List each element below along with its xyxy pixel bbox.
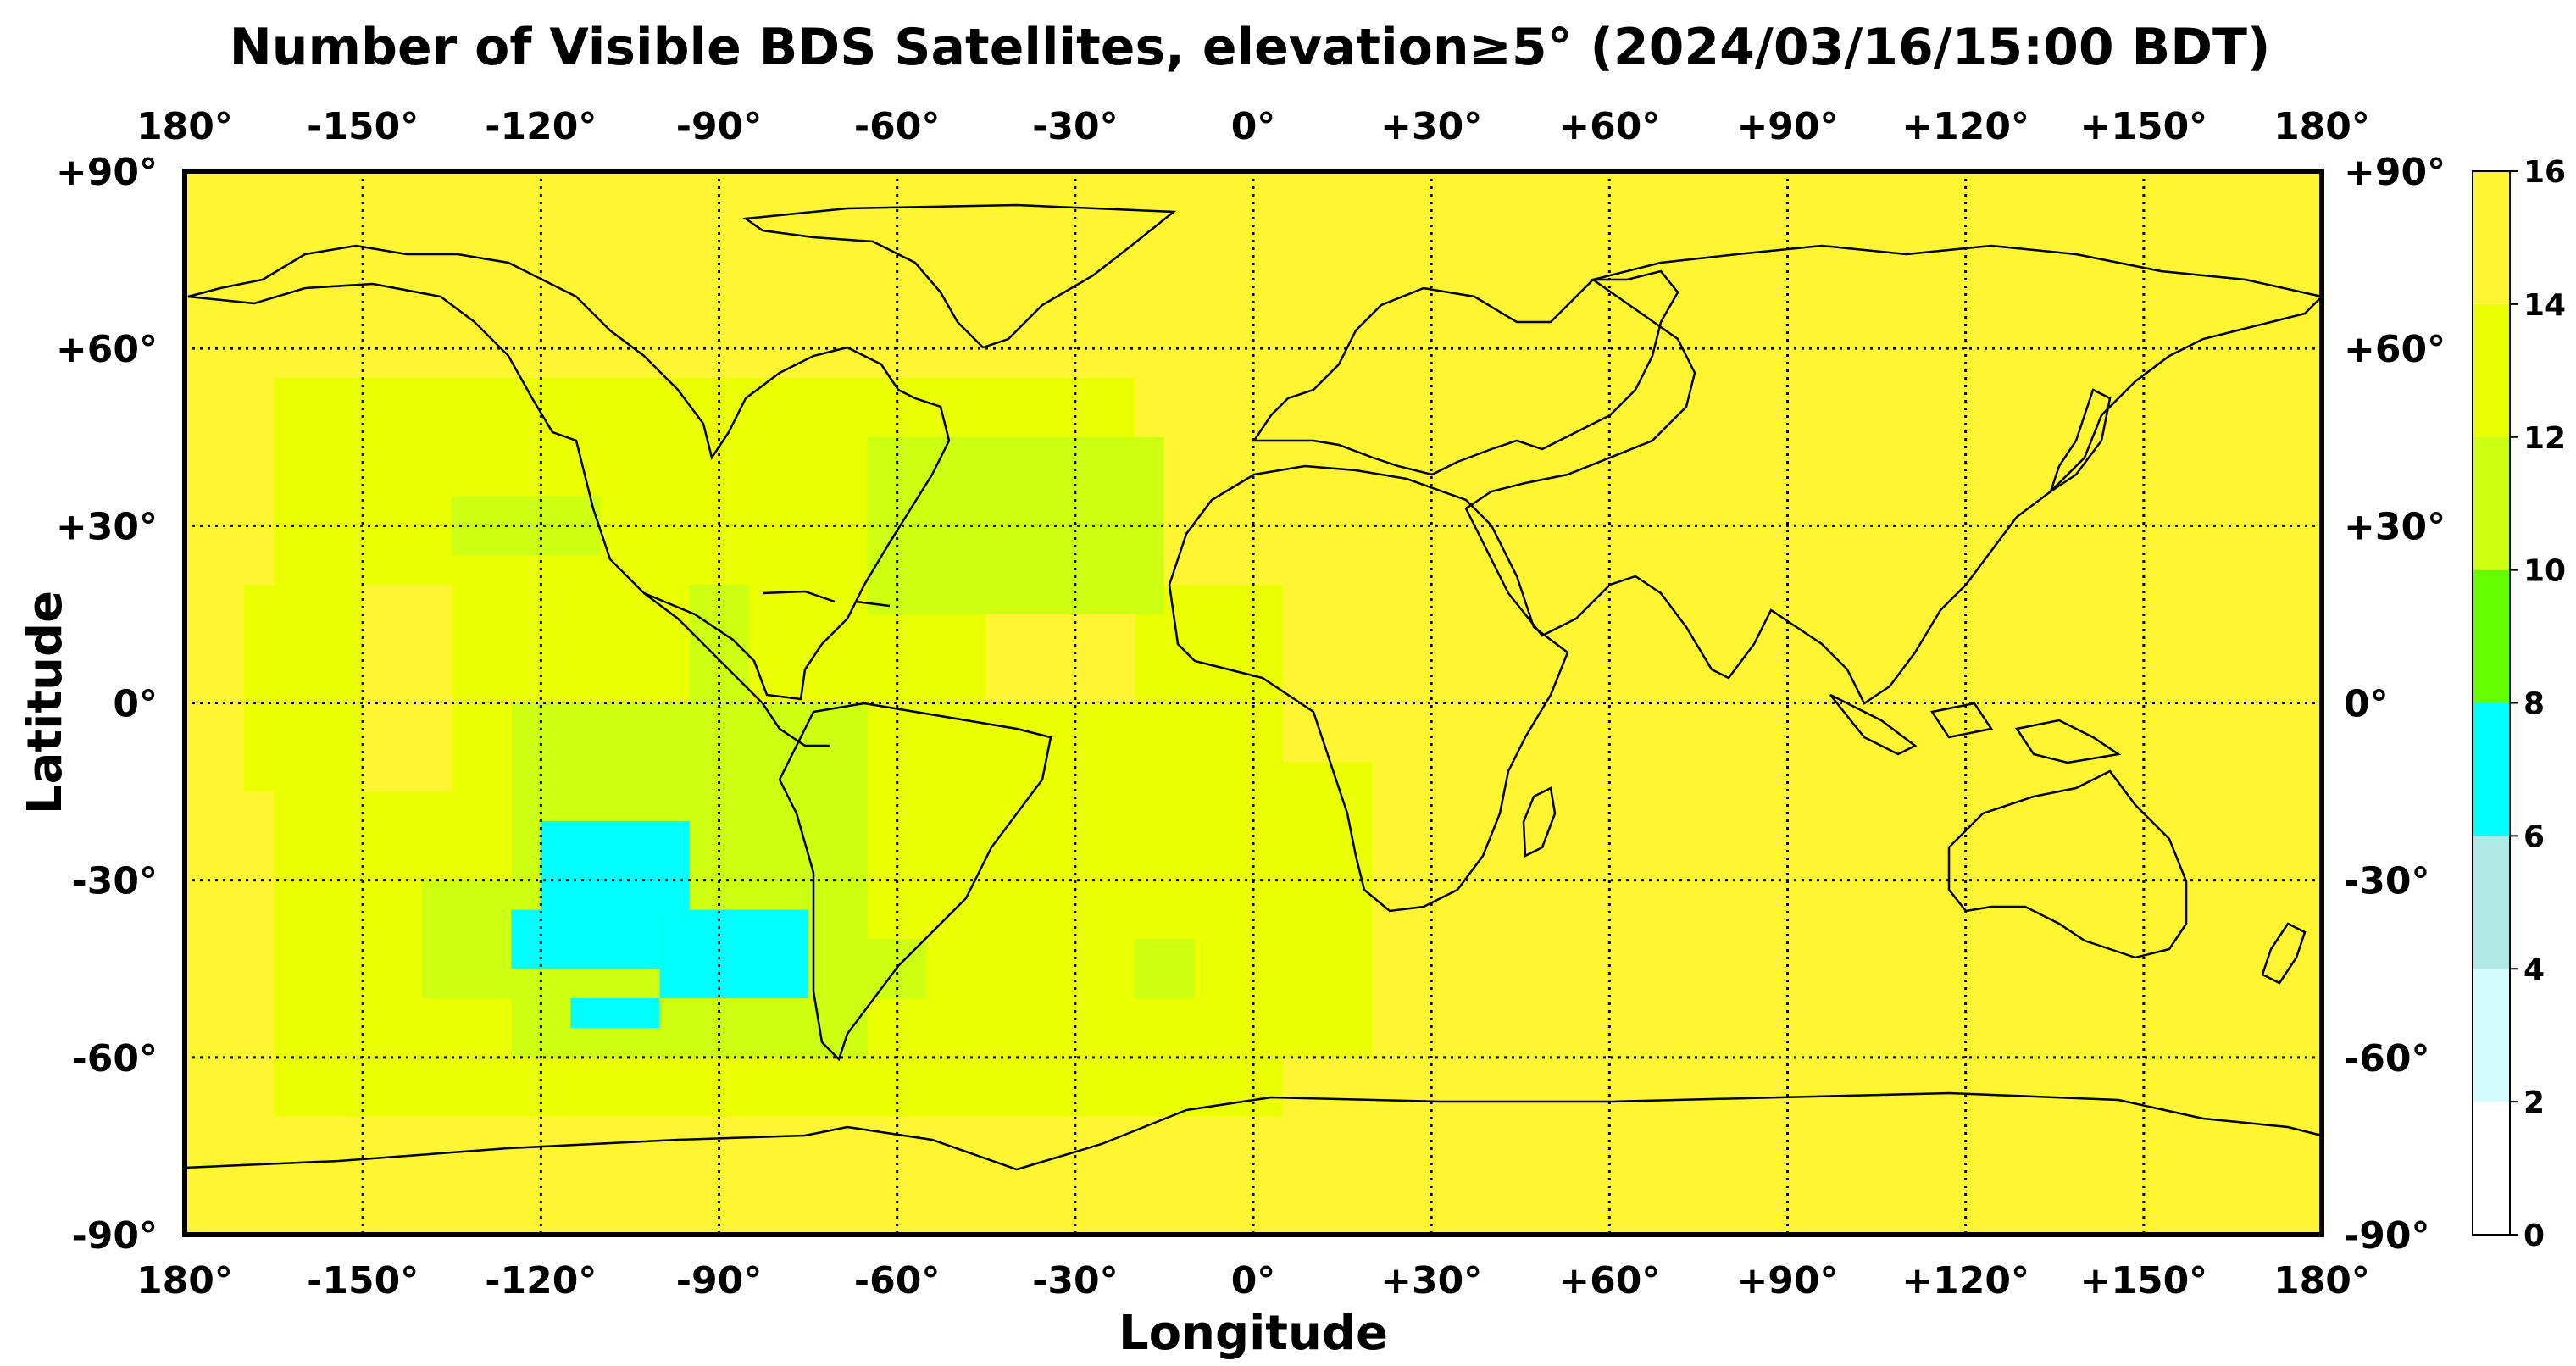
coastline-indonesia (1829, 693, 2122, 764)
heatmap-region-5 (185, 171, 2322, 349)
colorbar-tick-label: 8 (2523, 687, 2545, 722)
x-tick-label-top: 180° (136, 105, 233, 148)
coastline-caribbean (762, 590, 891, 608)
x-tick-label-bottom: 180° (2273, 1259, 2370, 1302)
x-tick-label-top: +150° (2079, 105, 2207, 148)
x-tick-label-bottom: +120° (1901, 1259, 2029, 1302)
x-tick-label-bottom: -60° (854, 1259, 941, 1302)
y-tick-label-right: -60° (2344, 1037, 2430, 1080)
coastline-europe (1252, 269, 1679, 476)
colorbar-segment (2473, 836, 2510, 969)
coastline-antarctica (184, 1091, 2323, 1171)
y-tick-label-left: +90° (56, 151, 158, 194)
x-tick-label-bottom: -90° (676, 1259, 763, 1302)
tick-labels: 180° 180° -150° -150° -120° -120° -90° -90° -60°… (56, 105, 2446, 1302)
heatmap-region-13 (1134, 939, 1194, 999)
x-tick-label-bottom: -30° (1032, 1259, 1119, 1302)
colorbar-tick-label: 4 (2523, 952, 2545, 987)
y-tick-label-right: 0° (2344, 683, 2389, 726)
coastline-greenland (742, 203, 1177, 349)
colorbar-tick-label: 14 (2523, 288, 2566, 323)
x-tick-label-bottom: +60° (1558, 1259, 1660, 1302)
colorbar-tick-label: 0 (2523, 1219, 2545, 1253)
x-tick-label-top: +60° (1558, 105, 1660, 148)
x-tick-label-top: -30° (1032, 105, 1119, 148)
y-tick-label-left: 0° (113, 683, 158, 726)
coastline-australia (1947, 769, 2188, 959)
colorbar-segment (2473, 171, 2510, 304)
colorbar-segment (2473, 1102, 2510, 1235)
coastline-central-america (643, 592, 830, 747)
heatmap-region-7 (867, 436, 1164, 614)
heatmap-region-17 (570, 998, 660, 1028)
coastline-madagascar (1522, 786, 1557, 858)
grid-lines (185, 171, 2322, 1235)
colorbar: 0 2 4 6 8 10 12 14 16 (2472, 155, 2566, 1253)
colorbar-tick-label: 10 (2523, 554, 2566, 589)
y-tick-label-right: +90° (2344, 151, 2446, 194)
colorbar-tick-label: 12 (2523, 421, 2566, 456)
coastline-new-zealand (2261, 922, 2307, 985)
x-tick-label-top: 180° (2273, 105, 2370, 148)
x-tick-label-top: -120° (485, 105, 597, 148)
chart-title: Number of Visible BDS Satellites, elevat… (230, 18, 2271, 77)
x-tick-label-bottom: +90° (1736, 1259, 1838, 1302)
colorbar-tick-label: 6 (2523, 819, 2545, 854)
x-tick-label-top: +90° (1736, 105, 1838, 148)
colorbar-segment (2473, 303, 2510, 437)
coastline-north-america (187, 244, 951, 701)
heatmap-region-14 (541, 820, 690, 910)
heatmap-region-16 (659, 909, 808, 999)
x-tick-label-bottom: -120° (485, 1259, 597, 1302)
colorbar-tick-label: 2 (2523, 1086, 2545, 1120)
x-tick-label-bottom: +30° (1380, 1259, 1482, 1302)
coastline-africa (1168, 464, 1569, 913)
heatmap-region-1 (244, 585, 364, 792)
y-tick-label-right: +30° (2344, 505, 2446, 548)
y-tick-label-right: +60° (2344, 328, 2446, 371)
colorbar-tick-label: 16 (2523, 155, 2566, 190)
y-tick-label-left: +30° (56, 505, 158, 548)
x-tick-label-top: +120° (1901, 105, 2029, 148)
colorbar-segment (2473, 569, 2510, 703)
heatmap-region-8 (452, 496, 601, 556)
x-tick-label-top: -90° (676, 105, 763, 148)
heatmap-region-4 (1283, 762, 1373, 1058)
y-tick-label-left: -60° (72, 1037, 158, 1080)
y-tick-label-right: -90° (2344, 1214, 2430, 1258)
x-tick-label-top: 0° (1231, 105, 1276, 148)
y-tick-label-left: -30° (72, 860, 158, 903)
y-tick-label-right: -30° (2344, 860, 2430, 903)
x-tick-label-top: -150° (307, 105, 419, 148)
x-tick-label-bottom: +150° (2079, 1259, 2207, 1302)
x-tick-label-top: +30° (1380, 105, 1482, 148)
y-tick-label-left: -90° (72, 1214, 158, 1258)
x-tick-label-top: -60° (854, 105, 941, 148)
x-axis-label: Longitude (1119, 1306, 1388, 1361)
colorbar-segment (2473, 702, 2510, 836)
plot-frame (182, 169, 2324, 1237)
x-tick-label-bottom: 0° (1231, 1259, 1276, 1302)
x-tick-label-bottom: 180° (136, 1259, 233, 1302)
y-tick-label-left: +60° (56, 328, 158, 371)
coastline-japan (2048, 388, 2112, 495)
x-tick-label-bottom: -150° (307, 1259, 419, 1302)
colorbar-segment (2473, 969, 2510, 1102)
heatmap-region-15 (511, 909, 660, 969)
colorbar-segment (2473, 436, 2510, 570)
y-axis-label: Latitude (18, 591, 73, 814)
